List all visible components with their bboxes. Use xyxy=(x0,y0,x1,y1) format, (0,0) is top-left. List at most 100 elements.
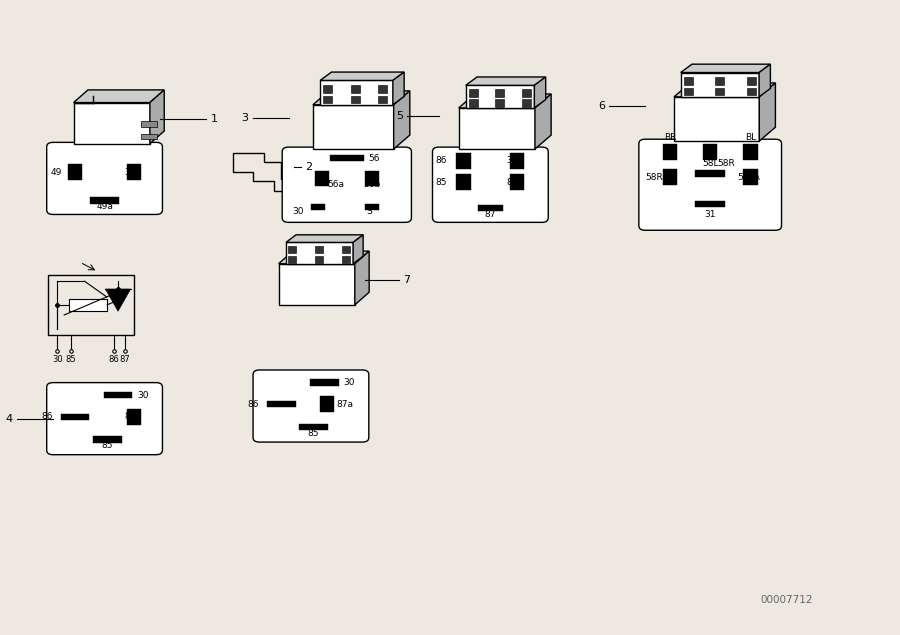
Text: 31: 31 xyxy=(705,210,716,219)
Bar xyxy=(104,392,132,398)
FancyBboxPatch shape xyxy=(283,147,411,222)
Polygon shape xyxy=(760,83,776,141)
Polygon shape xyxy=(74,90,164,102)
Bar xyxy=(662,144,677,160)
Polygon shape xyxy=(459,108,535,149)
Bar xyxy=(141,134,158,139)
Polygon shape xyxy=(355,251,369,305)
Polygon shape xyxy=(459,94,551,108)
Text: 58LA: 58LA xyxy=(737,173,760,182)
Text: 85: 85 xyxy=(308,429,320,438)
Text: 58L: 58L xyxy=(702,159,718,168)
Bar xyxy=(364,204,379,210)
Text: 30: 30 xyxy=(292,207,304,216)
Polygon shape xyxy=(535,77,545,108)
Bar xyxy=(522,99,531,107)
Text: 5: 5 xyxy=(396,111,403,121)
Text: 56b: 56b xyxy=(363,180,380,189)
Text: 87a: 87a xyxy=(336,399,353,408)
Polygon shape xyxy=(393,91,410,149)
Bar xyxy=(364,171,379,186)
Text: 7: 7 xyxy=(403,275,410,285)
Bar xyxy=(695,170,725,177)
Text: 4: 4 xyxy=(5,413,13,424)
Bar xyxy=(267,401,296,407)
Bar xyxy=(456,174,471,190)
Polygon shape xyxy=(465,85,535,108)
Text: 1: 1 xyxy=(211,114,218,124)
Bar xyxy=(300,424,328,430)
Bar xyxy=(127,164,141,180)
Text: 3: 3 xyxy=(241,113,248,123)
Polygon shape xyxy=(313,105,393,149)
Bar xyxy=(60,413,89,420)
Bar xyxy=(351,85,360,93)
Text: 30: 30 xyxy=(507,156,518,165)
Text: 30: 30 xyxy=(137,391,148,400)
Polygon shape xyxy=(320,72,404,81)
Bar xyxy=(510,153,525,169)
Text: 87a: 87a xyxy=(507,178,524,187)
Bar xyxy=(288,246,296,253)
Text: 2: 2 xyxy=(305,162,312,172)
Bar xyxy=(747,88,756,95)
Polygon shape xyxy=(353,235,363,264)
Bar xyxy=(469,90,478,97)
Text: 87: 87 xyxy=(120,355,130,364)
Bar xyxy=(695,201,725,207)
Bar xyxy=(329,155,364,161)
Bar xyxy=(342,246,350,253)
Text: 49a: 49a xyxy=(96,203,113,211)
Text: 30: 30 xyxy=(343,378,355,387)
Bar xyxy=(351,96,360,104)
Text: 00007712: 00007712 xyxy=(760,595,813,605)
Bar xyxy=(323,85,332,93)
FancyBboxPatch shape xyxy=(47,383,162,455)
Polygon shape xyxy=(74,102,150,144)
Text: BR: BR xyxy=(663,133,676,142)
Text: 85: 85 xyxy=(102,441,113,450)
Bar xyxy=(747,77,756,85)
Polygon shape xyxy=(535,94,551,149)
Text: 87: 87 xyxy=(124,412,136,421)
Bar xyxy=(310,204,325,210)
Bar xyxy=(703,144,717,160)
Text: 58RA: 58RA xyxy=(645,173,669,182)
Bar xyxy=(90,197,119,204)
Text: 49: 49 xyxy=(50,168,61,177)
Bar xyxy=(141,121,158,127)
Text: 86: 86 xyxy=(41,412,52,421)
Bar xyxy=(743,170,758,185)
Bar xyxy=(93,436,122,443)
Polygon shape xyxy=(286,243,353,264)
Bar xyxy=(68,298,107,311)
Bar xyxy=(320,396,334,412)
Bar xyxy=(662,170,677,185)
FancyBboxPatch shape xyxy=(47,142,162,215)
Polygon shape xyxy=(313,91,410,105)
Bar xyxy=(310,380,338,386)
Bar xyxy=(314,171,328,186)
Text: 56a: 56a xyxy=(327,180,344,189)
Bar xyxy=(716,77,724,85)
Polygon shape xyxy=(680,72,759,97)
Bar xyxy=(496,90,505,97)
Bar xyxy=(743,144,758,160)
Polygon shape xyxy=(286,235,363,243)
Bar xyxy=(315,255,323,262)
Text: 6: 6 xyxy=(598,101,605,110)
Text: 30: 30 xyxy=(52,355,63,364)
Bar xyxy=(456,153,471,169)
Text: 85: 85 xyxy=(436,178,447,187)
FancyBboxPatch shape xyxy=(639,139,781,231)
Polygon shape xyxy=(150,90,164,144)
FancyBboxPatch shape xyxy=(433,147,548,222)
Polygon shape xyxy=(392,72,404,105)
Bar xyxy=(496,99,505,107)
Bar xyxy=(684,77,693,85)
Bar xyxy=(522,90,531,97)
Polygon shape xyxy=(105,289,130,311)
Text: S: S xyxy=(366,207,373,216)
Polygon shape xyxy=(320,81,392,105)
Text: 86: 86 xyxy=(248,399,259,408)
